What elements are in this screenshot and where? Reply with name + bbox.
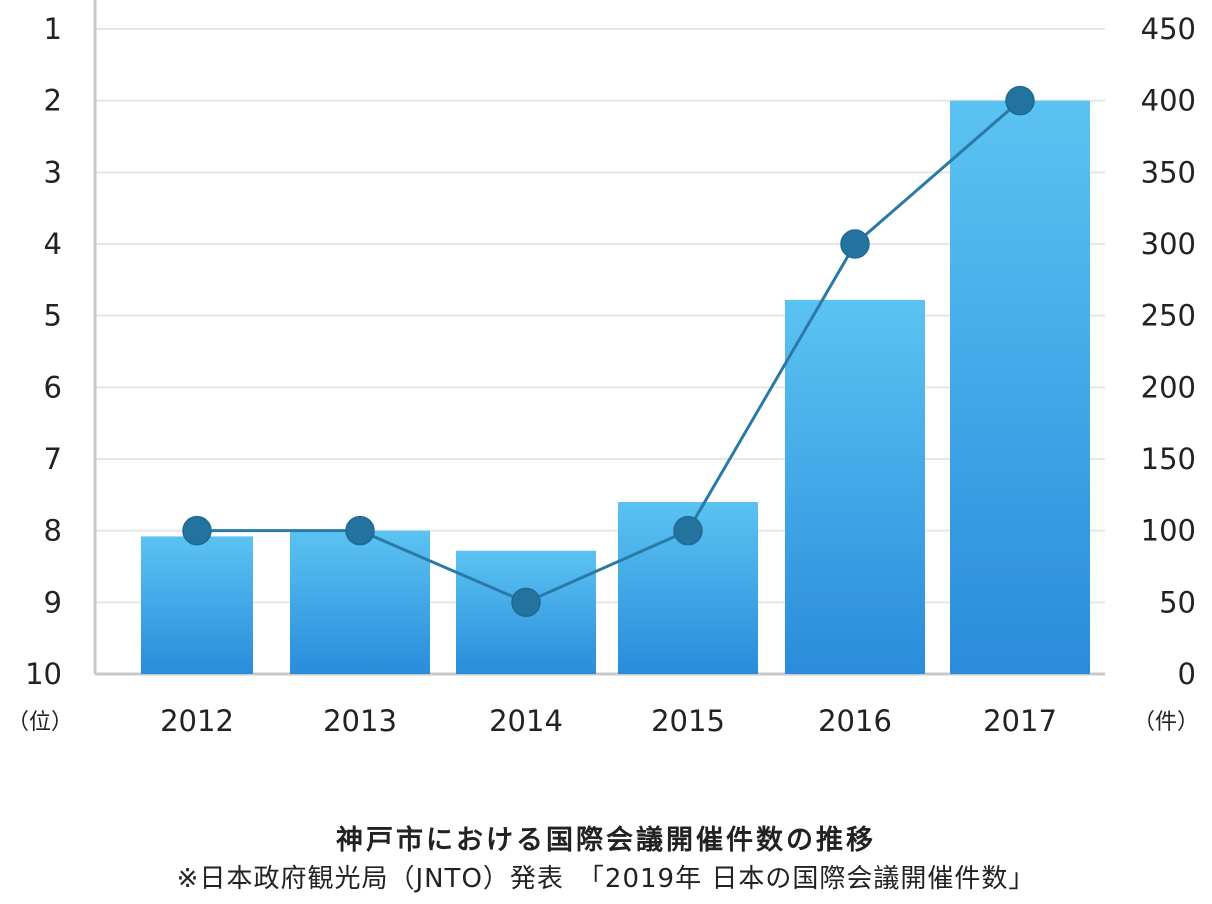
left-tick-label: 5 (44, 299, 62, 333)
rank-marker (673, 515, 703, 546)
x-tick-label: 2013 (323, 704, 397, 738)
left-tick-label: 8 (44, 514, 62, 548)
rank-line-series (182, 85, 1035, 618)
bar-series (141, 100, 1090, 674)
left-tick-label: 1 (44, 12, 62, 46)
axes (93, 0, 1105, 676)
right-tick-label: 350 (1141, 155, 1196, 189)
x-tick-label: 2017 (983, 704, 1057, 738)
rank-marker (182, 515, 212, 546)
rank-marker (840, 229, 870, 259)
chart-source-note: ※日本政府観光局（JNTO）発表 「2019年 日本の国際会議開催件数」 (176, 864, 1036, 894)
rank-marker (511, 587, 541, 618)
right-tick-label: 250 (1141, 299, 1196, 333)
right-tick-label: 450 (1141, 12, 1196, 46)
rank-marker (1005, 85, 1035, 116)
left-tick-label: 10 (25, 657, 62, 691)
left-tick-label: 7 (44, 442, 62, 476)
bar (785, 299, 925, 674)
right-tick-label: 0 (1178, 657, 1196, 691)
right-axis-unit: （件） (1133, 710, 1199, 735)
left-tick-label: 9 (44, 585, 62, 619)
left-tick-label: 3 (44, 155, 62, 189)
bar (141, 536, 253, 674)
x-tick-label: 2015 (651, 704, 725, 738)
chart-title: 神戸市における国際会議開催件数の推移 (336, 825, 876, 856)
bar (950, 100, 1090, 674)
right-tick-label: 400 (1141, 84, 1196, 118)
left-tick-label: 2 (44, 84, 62, 118)
right-tick-label: 200 (1141, 370, 1196, 404)
right-tick-label: 150 (1141, 442, 1196, 476)
left-axis-unit: （位） (7, 710, 73, 735)
right-tick-label: 300 (1141, 227, 1196, 261)
right-tick-label: 50 (1159, 585, 1196, 619)
grid-lines (95, 28, 1105, 604)
x-tick-label: 2014 (489, 704, 563, 738)
x-tick-label: 2016 (818, 704, 892, 738)
x-tick-label: 2012 (160, 704, 234, 738)
rank-line (197, 99, 1021, 604)
right-tick-label: 100 (1141, 514, 1196, 548)
left-tick-label: 4 (44, 227, 62, 261)
left-tick-label: 6 (44, 370, 62, 404)
bar (290, 530, 430, 674)
rank-marker (345, 515, 375, 546)
